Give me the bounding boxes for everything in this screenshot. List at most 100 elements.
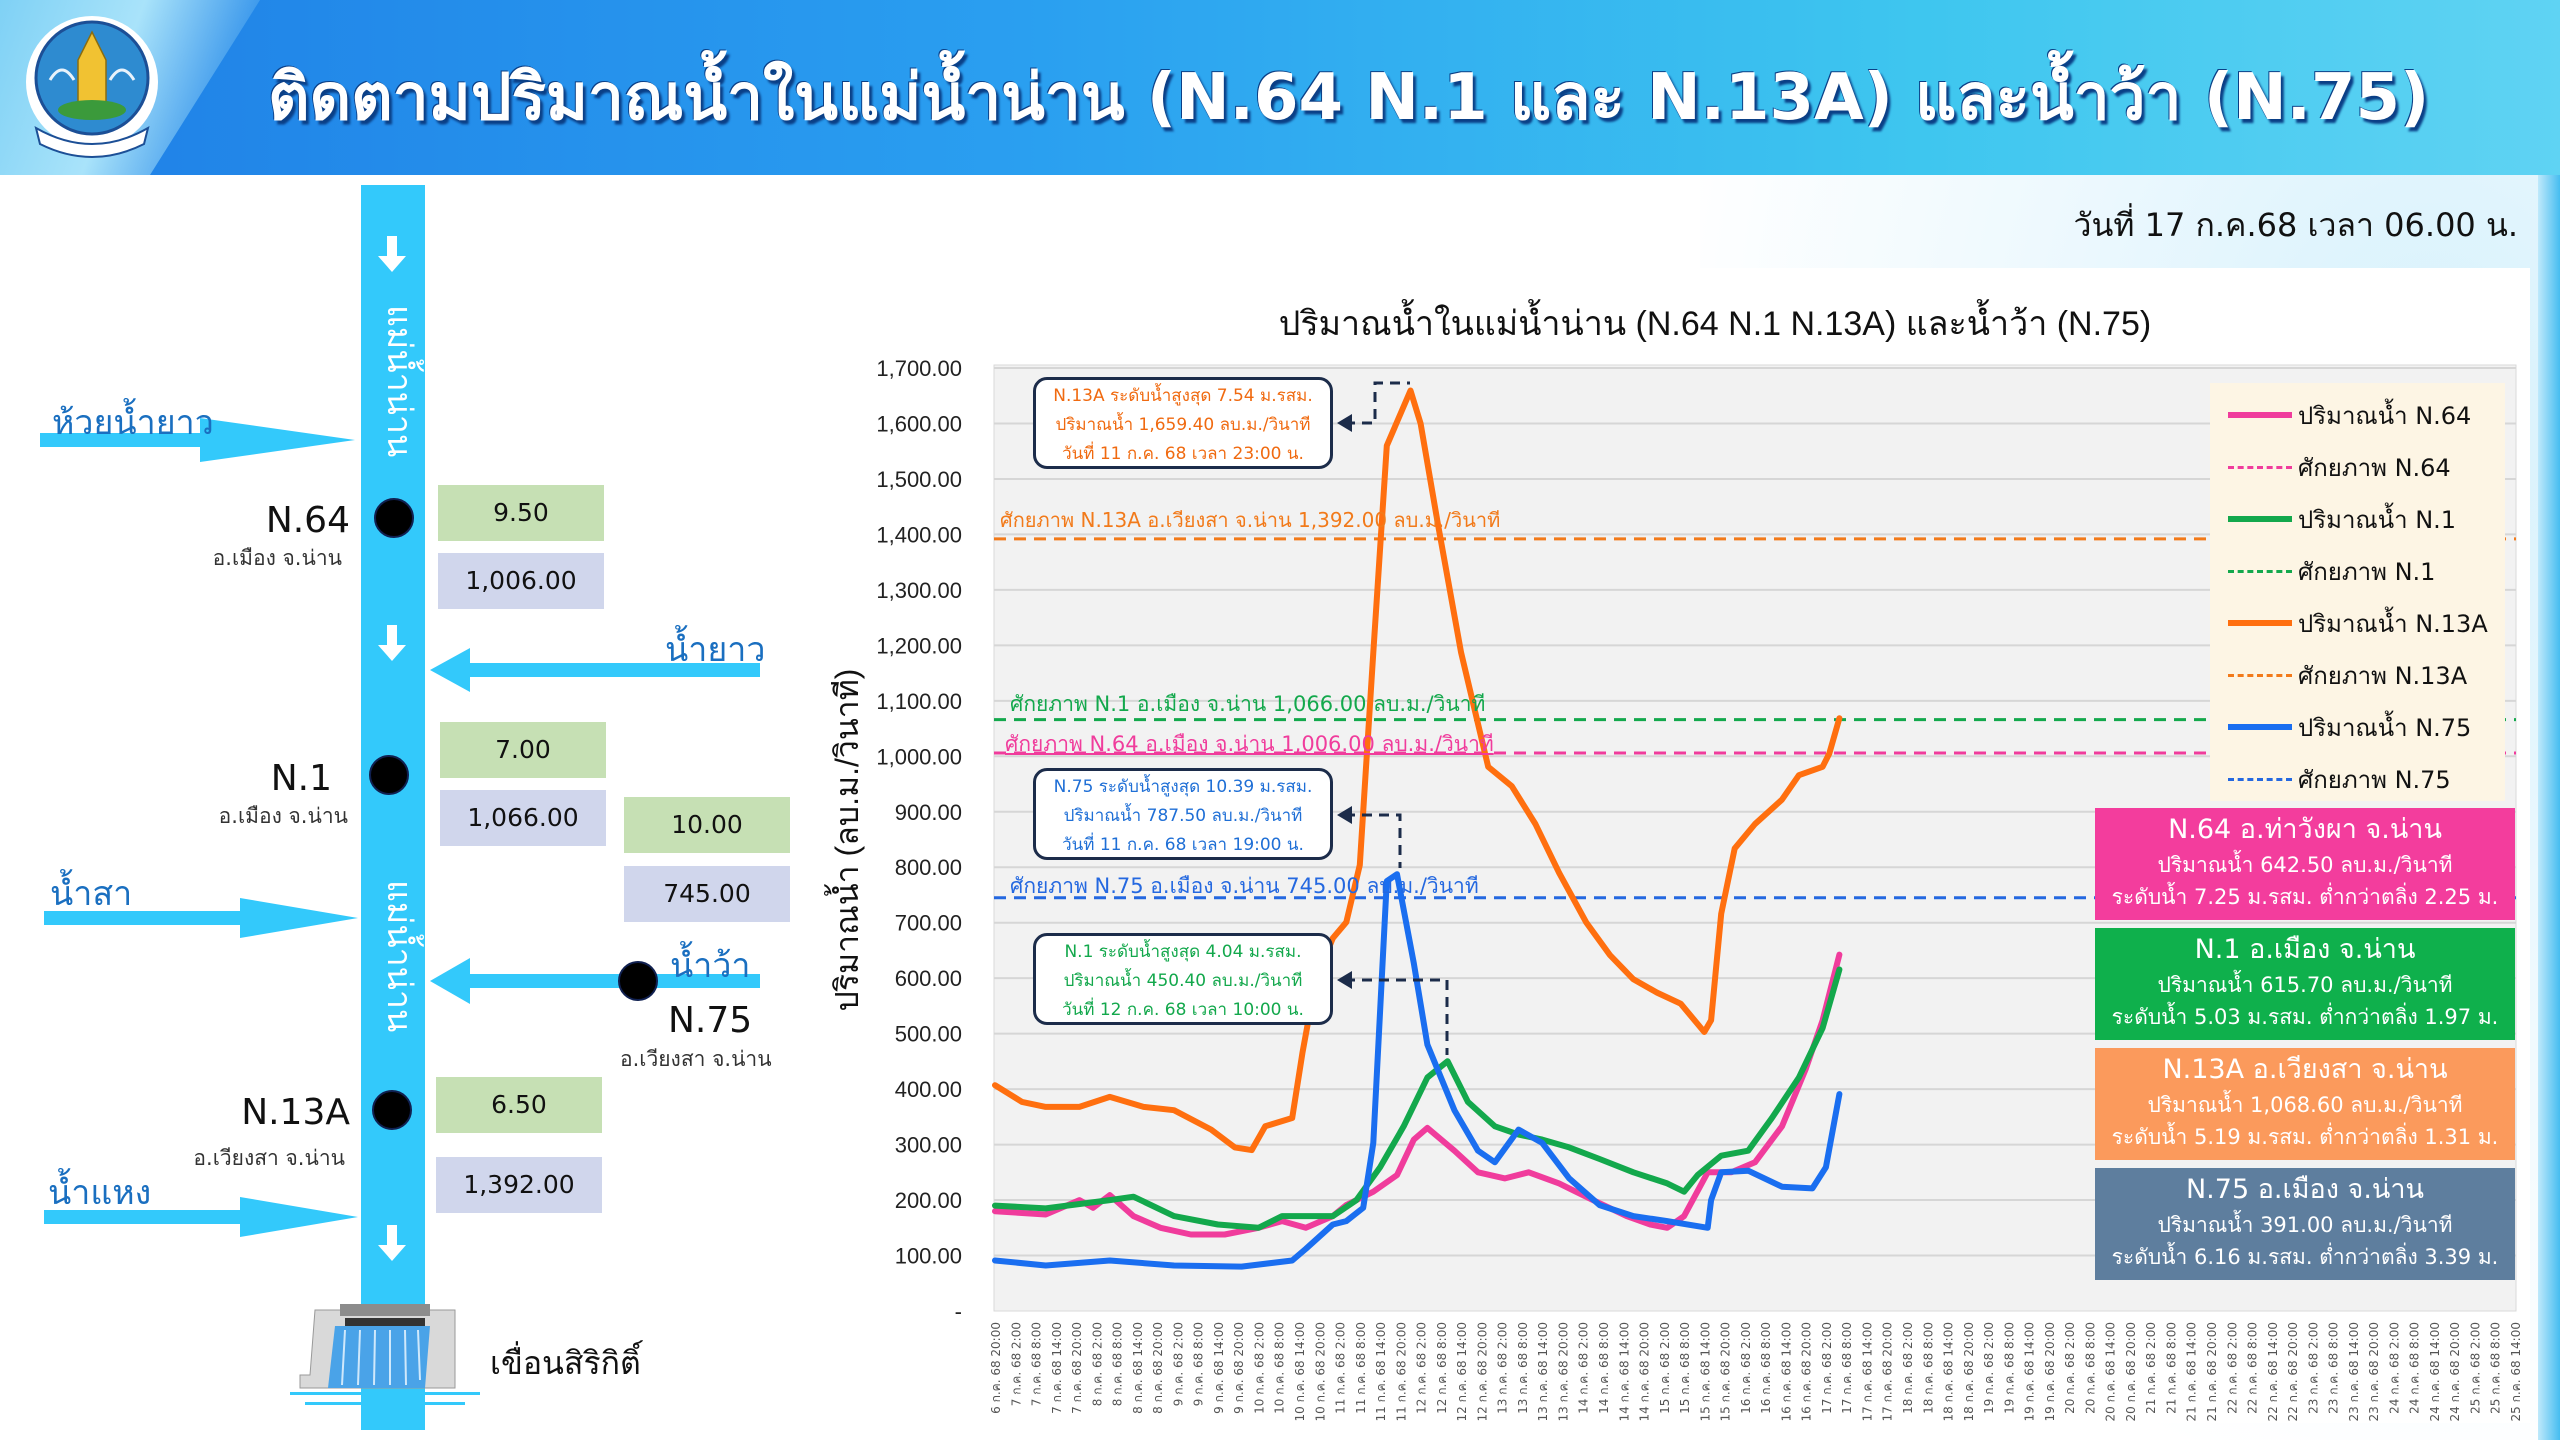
annotation-line: N.1 ระดับน้ำสูงสุด 4.04 ม.รสม. [1064,942,1302,962]
station-code-n13a: N.13A [241,1092,350,1133]
x-tick-label: 17 ก.ค. 68 14:00 [1860,1322,1874,1422]
x-tick-label: 9 ก.ค. 68 20:00 [1232,1322,1246,1414]
annotation-line: ปริมาณน้ำ 787.50 ลบ.ม./วินาที [1063,806,1303,826]
x-tick-label: 15 ก.ค. 68 14:00 [1698,1322,1712,1422]
y-axis-ticks: - 100.00 200.00 300.00 400.00 500.00 600.00 700… [876,356,962,1324]
x-tick-label: 10 ก.ค. 68 20:00 [1313,1322,1327,1422]
legend-item: ศักยภาพ N.75 [2228,759,2498,799]
x-tick-label: 15 ก.ค. 68 8:00 [1678,1322,1692,1414]
annotation-line: ปริมาณน้ำ 450.40 ลบ.ม./วินาที [1063,971,1303,991]
solid-line-swatch-icon [2228,412,2292,418]
river-label-lower: แม่น้ำน่าน [379,880,419,1033]
x-tick-label: 7 ก.ค. 68 20:00 [1070,1322,1084,1414]
threshold-label-n64: ศักยภาพ N.64 อ.เมือง จ.น่าน 1,006.00 ลบ.… [1005,732,1494,756]
dam-label: เขื่อนสิริกิติ์ [490,1344,641,1382]
x-tick-label: 19 ก.ค. 68 2:00 [1982,1322,1996,1414]
annotation-n75-peak: N.75 ระดับน้ำสูงสุด 10.39 ม.รสม. ปริมาณน… [1033,768,1333,860]
info-title: N.1 อ.เมือง จ.น่าน [2194,934,2416,965]
x-tick-label: 18 ก.ค. 68 20:00 [1962,1322,1976,1422]
x-tick-label: 23 ก.ค. 68 8:00 [2327,1322,2341,1414]
x-tick-label: 24 ก.ค. 68 2:00 [2387,1322,2401,1414]
legend-item: ปริมาณน้ำ N.64 [2228,395,2498,435]
info-flow: ปริมาณน้ำ 615.70 ลบ.ม./วินาที [2157,973,2453,997]
x-tick-label: 10 ก.ค. 68 2:00 [1252,1322,1266,1414]
legend-item: ปริมาณน้ำ N.1 [2228,499,2498,539]
y-tick-label: 1,400.00 [876,522,962,547]
x-tick-label: 6 ก.ค. 68 20:00 [989,1322,1003,1414]
legend-label: ศักยภาพ N.64 [2298,453,2451,482]
station-marker-n75 [618,961,658,1001]
threshold-label-n75: ศักยภาพ N.75 อ.เมือง จ.น่าน 745.00 ลบ.ม.… [1010,874,1479,898]
station-capacity-n1: 1,066.00 [440,790,606,846]
y-tick-label: 1,300.00 [876,578,962,603]
x-tick-label: 21 ก.ค. 68 8:00 [2164,1322,2178,1414]
station-location-n75: อ.เวียงสา จ.น่าน [620,1047,772,1071]
station-level-n75: 10.00 [624,797,790,853]
series-line [992,966,1843,1231]
station-code-n75: N.75 [668,1000,753,1041]
x-tick-label: 20 ก.ค. 68 14:00 [2104,1322,2118,1422]
x-tick-label: 16 ก.ค. 68 2:00 [1739,1322,1753,1414]
tributary-arrow-icon [40,418,760,1237]
x-tick-label: 10 ก.ค. 68 14:00 [1293,1322,1307,1422]
y-tick-label: 1,500.00 [876,467,962,492]
page-title: ติดตามปริมาณน้ำในแม่น้ำน่าน (N.64 N.1 แล… [268,61,2430,135]
series-line [992,951,1843,1238]
info-level: ระดับน้ำ 5.19 ม.รสม. ต่ำกว่าตลิ่ง 1.31 ม… [2111,1125,2499,1149]
info-title: N.75 อ.เมือง จ.น่าน [2185,1174,2424,1205]
y-tick-label: 800.00 [895,855,962,880]
x-tick-label: 20 ก.ค. 68 8:00 [2083,1322,2097,1414]
x-tick-label: 22 ก.ค. 68 2:00 [2225,1322,2239,1414]
tributary-nam-haeng: น้ำแหง [48,1173,152,1213]
x-tick-label: 18 ก.ค. 68 8:00 [1921,1322,1935,1414]
station-capacity-n75: 745.00 [624,866,790,922]
x-tick-label: 8 ก.ค. 68 2:00 [1090,1322,1104,1406]
x-tick-label: 14 ก.ค. 68 14:00 [1617,1322,1631,1422]
x-tick-label: 13 ก.ค. 68 20:00 [1556,1322,1570,1422]
x-tick-label: 14 ก.ค. 68 2:00 [1577,1322,1591,1414]
x-tick-label: 11 ก.ค. 68 2:00 [1334,1322,1348,1414]
x-tick-label: 22 ก.ค. 68 8:00 [2246,1322,2260,1414]
x-tick-label: 17 ก.ค. 68 8:00 [1840,1322,1854,1414]
x-tick-label: 11 ก.ค. 68 20:00 [1394,1322,1408,1422]
annotation-line: วันที่ 12 ก.ค. 68 เวลา 10:00 น. [1062,1000,1304,1020]
y-tick-label: 1,000.00 [876,744,962,769]
dashed-line-swatch-icon [2228,465,2292,469]
chart-title: ปริมาณน้ำในแม่น้ำน่าน (N.64 N.1 N.13A) แ… [1279,299,2151,343]
info-level: ระดับน้ำ 7.25 ม.รสม. ต่ำกว่าตลิ่ง 2.25 ม… [2111,885,2499,909]
annotation-line: ปริมาณน้ำ 1,659.40 ลบ.ม./วินาที [1055,415,1311,435]
legend-label: ปริมาณน้ำ N.75 [2298,713,2472,742]
station-location-n1: อ.เมือง จ.น่าน [218,804,348,828]
annotation-line: N.75 ระดับน้ำสูงสุด 10.39 ม.รสม. [1053,777,1313,797]
legend-label: ศักยภาพ N.75 [2298,765,2451,794]
y-tick-label: - [955,1299,962,1324]
info-box-n64: N.64 อ.ท่าวังผา จ.น่าน ปริมาณน้ำ 642.50 … [2095,808,2515,920]
info-level: ระดับน้ำ 6.16 ม.รสม. ต่ำกว่าตลิ่ง 3.39 ม… [2111,1245,2499,1269]
x-tick-label: 15 ก.ค. 68 20:00 [1719,1322,1733,1422]
x-tick-label: 21 ก.ค. 68 14:00 [2185,1322,2199,1422]
x-tick-label: 21 ก.ค. 68 20:00 [2205,1322,2219,1422]
x-tick-label: 7 ก.ค. 68 8:00 [1030,1322,1044,1406]
x-tick-label: 24 ก.ค. 68 8:00 [2408,1322,2422,1414]
x-tick-label: 7 ก.ค. 68 14:00 [1050,1322,1064,1414]
station-capacity-n13a: 1,392.00 [436,1157,602,1213]
station-level-n64: 9.50 [438,485,604,541]
station-location-n13a: อ.เวียงสา จ.น่าน [193,1146,345,1170]
y-tick-label: 1,700.00 [876,356,962,381]
arrowhead-icon [1337,414,1352,989]
y-tick-label: 100.00 [895,1244,962,1269]
tributary-huai-nam-yao: ห้วยน้ำยาว [52,403,214,443]
x-tick-label: 9 ก.ค. 68 14:00 [1212,1322,1226,1414]
y-axis-title: ปริมาณน้ำ (ลบ.ม./วินาที) [824,669,865,1012]
connector-n75 [1345,813,1402,868]
report-date: วันที่ 17 ก.ค.68 เวลา 06.00 น. [2073,206,2519,244]
series-line [992,387,1843,1154]
x-tick-label: 11 ก.ค. 68 8:00 [1354,1322,1368,1414]
x-tick-label: 16 ก.ค. 68 14:00 [1779,1322,1793,1422]
x-tick-label: 13 ก.ค. 68 2:00 [1496,1322,1510,1414]
x-tick-label: 14 ก.ค. 68 8:00 [1597,1322,1611,1414]
info-flow: ปริมาณน้ำ 642.50 ลบ.ม./วินาที [2157,853,2453,877]
y-tick-label: 200.00 [895,1188,962,1213]
series-line [992,871,1843,1270]
station-code-n64: N.64 [265,500,350,541]
